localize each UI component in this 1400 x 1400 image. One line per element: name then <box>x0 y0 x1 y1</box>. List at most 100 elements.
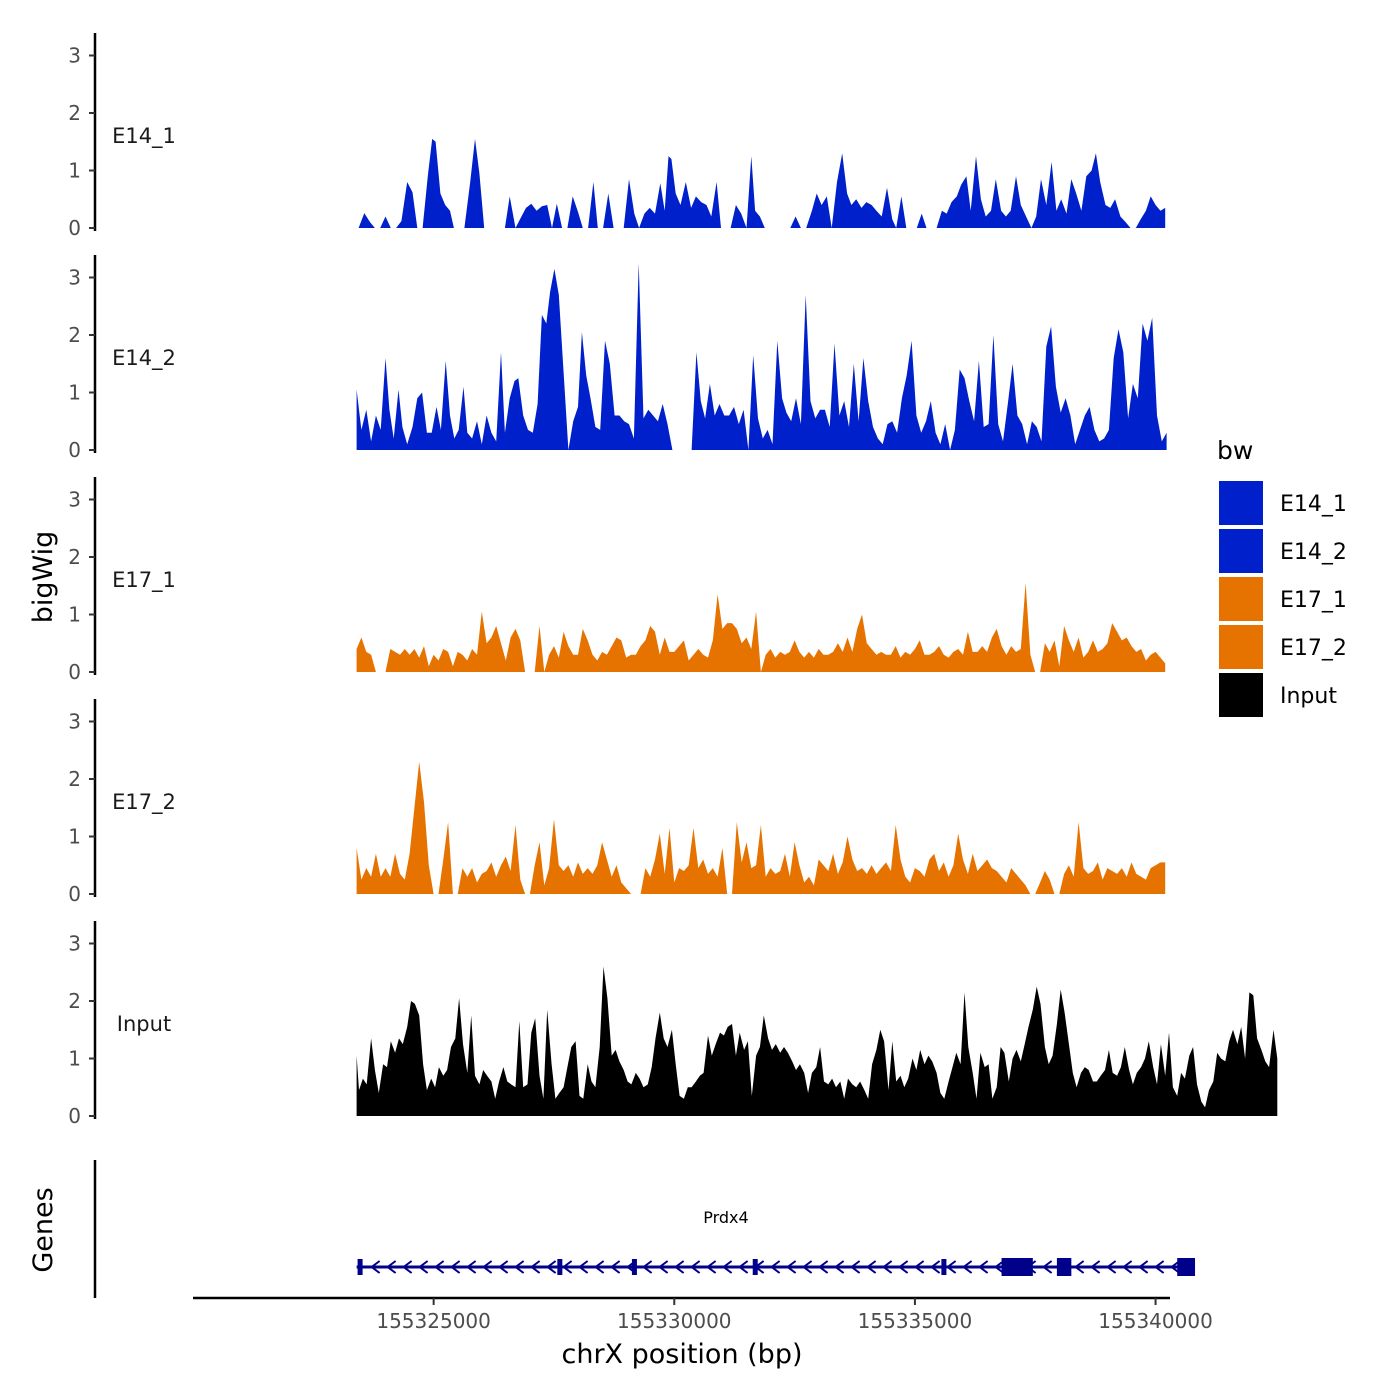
strand-arrow <box>1169 1260 1181 1274</box>
strand-arrow <box>721 1260 733 1274</box>
strand-arrow <box>993 1260 1005 1274</box>
strand-arrow <box>513 1260 525 1274</box>
x-tick-label: 155335000 <box>858 1309 973 1333</box>
strand-arrow <box>529 1260 541 1274</box>
x-axis-title: chrX position (bp) <box>561 1339 802 1370</box>
strand-arrow <box>417 1260 429 1274</box>
legend-label-E14_1: E14_1 <box>1280 492 1347 517</box>
y-tick-label: 2 <box>68 323 81 347</box>
track-E17_1: 0 1 2 3 E17_1 <box>68 477 1166 684</box>
legend-swatch-E17_2 <box>1219 625 1263 669</box>
gene-exon <box>357 1259 363 1275</box>
strand-arrow <box>801 1260 813 1274</box>
strand-arrow <box>1153 1260 1165 1274</box>
y-tick-label: 1 <box>68 1047 81 1071</box>
strand-arrow <box>961 1260 973 1274</box>
strand-arrow <box>849 1260 861 1274</box>
y-tick-label: 3 <box>68 266 81 290</box>
strand-arrow <box>641 1260 653 1274</box>
y-tick-label: 1 <box>68 825 81 849</box>
track-label: E17_2 <box>112 790 176 815</box>
legend-swatch-E14_1 <box>1219 481 1263 525</box>
strand-arrow <box>657 1260 669 1274</box>
strand-arrow <box>689 1260 701 1274</box>
signal-area-E17_2 <box>356 761 1166 894</box>
strand-arrow <box>929 1260 941 1274</box>
strand-arrow <box>561 1260 573 1274</box>
y-tick-label: 3 <box>68 488 81 512</box>
track-label: E14_2 <box>112 346 176 371</box>
strand-arrow <box>769 1260 781 1274</box>
gene-exon <box>1001 1258 1033 1276</box>
strand-arrow <box>497 1260 509 1274</box>
y-tick-label: 2 <box>68 545 81 569</box>
strand-arrow <box>385 1260 397 1274</box>
legend-swatch-E17_1 <box>1219 577 1263 621</box>
gene-exon <box>1056 1258 1072 1276</box>
strand-arrow <box>1089 1260 1101 1274</box>
x-axis: 155325000 155330000 155335000 155340000 <box>193 1296 1213 1333</box>
y-tick-label: 1 <box>68 381 81 405</box>
track-label: E14_1 <box>112 124 176 149</box>
gene-exon <box>752 1259 758 1275</box>
genes-axis-title: Genes <box>28 1187 59 1272</box>
track-E17_2: 0 1 2 3 E17_2 <box>68 699 1166 906</box>
gene-exon <box>557 1259 563 1275</box>
strand-arrow <box>913 1260 925 1274</box>
strand-arrow <box>817 1260 829 1274</box>
strand-arrow <box>673 1260 685 1274</box>
legend-label-Input: Input <box>1280 684 1337 709</box>
track-E14_1: 0 1 2 3 E14_1 <box>68 33 1166 240</box>
track-label: Input <box>117 1012 171 1036</box>
signal-tracks: 0 1 2 3 E14_1 0 1 2 3 E14_2 0 1 2 3 E17_1 0 1 2 3 E17_2 0 1 2 3… <box>68 33 1278 1128</box>
gene-name-label: Prdx4 <box>703 1208 748 1227</box>
signal-area-E17_1 <box>356 582 1166 672</box>
x-tick-label: 155325000 <box>376 1309 491 1333</box>
strand-arrow <box>545 1260 557 1274</box>
strand-arrow <box>449 1260 461 1274</box>
y-tick-label: 1 <box>68 603 81 627</box>
y-tick-label: 3 <box>68 932 81 956</box>
strand-arrow <box>593 1260 605 1274</box>
y-tick-label: 0 <box>68 216 81 240</box>
strand-arrow <box>737 1260 749 1274</box>
strand-arrow <box>785 1260 797 1274</box>
y-axis-title: bigWig <box>28 531 59 624</box>
y-tick-label: 2 <box>68 101 81 125</box>
strand-arrow <box>881 1260 893 1274</box>
strand-arrow <box>401 1260 413 1274</box>
y-tick-label: 0 <box>68 882 81 906</box>
strand-arrow <box>1073 1260 1085 1274</box>
gene-exon <box>1177 1258 1196 1276</box>
strand-arrow <box>1041 1260 1053 1274</box>
legend-label-E17_1: E17_1 <box>1280 588 1347 613</box>
legend-swatch-E14_2 <box>1219 529 1263 573</box>
legend-swatch-Input <box>1219 673 1263 717</box>
strand-arrow <box>705 1260 717 1274</box>
legend-label-E14_2: E14_2 <box>1280 540 1347 565</box>
strand-arrow <box>433 1260 445 1274</box>
y-tick-label: 3 <box>68 710 81 734</box>
strand-arrow <box>481 1260 493 1274</box>
signal-area-E14_1 <box>358 138 1166 228</box>
strand-arrow <box>577 1260 589 1274</box>
legend-title: bw <box>1217 436 1253 465</box>
y-tick-label: 0 <box>68 660 81 684</box>
signal-area-E14_2 <box>356 263 1167 450</box>
strand-arrow <box>865 1260 877 1274</box>
strand-arrow <box>609 1260 621 1274</box>
strand-arrow <box>1137 1260 1149 1274</box>
y-tick-label: 0 <box>68 1104 81 1128</box>
y-tick-label: 1 <box>68 159 81 183</box>
strand-arrow <box>945 1260 957 1274</box>
track-E14_2: 0 1 2 3 E14_2 <box>68 255 1167 462</box>
strand-arrow <box>465 1260 477 1274</box>
strand-arrow <box>369 1260 381 1274</box>
legend: bw E14_1 E14_2 E17_1 E17_2 Input <box>1217 436 1347 717</box>
strand-arrow <box>833 1260 845 1274</box>
strand-arrow <box>1105 1260 1117 1274</box>
track-Input: 0 1 2 3 Input <box>68 921 1278 1128</box>
genes-track: Prdx4 <box>93 1160 1196 1298</box>
track-label: E17_1 <box>112 568 176 593</box>
y-tick-label: 2 <box>68 989 81 1013</box>
